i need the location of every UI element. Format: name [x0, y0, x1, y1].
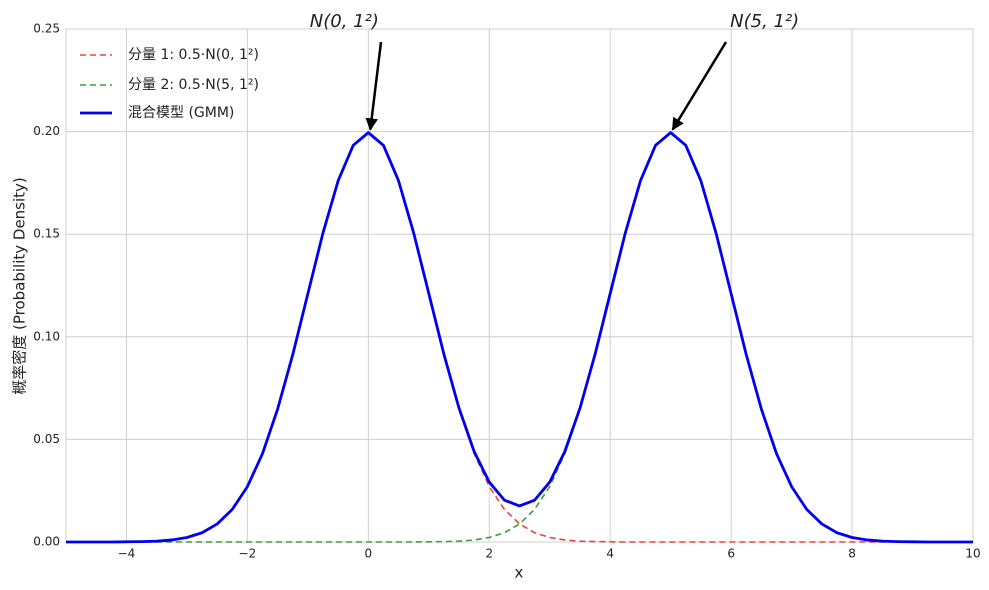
x-tick-label: 8 [848, 547, 856, 561]
x-tick-label: −4 [118, 547, 136, 561]
annotation-arrow [365, 41, 383, 131]
series-line [66, 131, 973, 543]
x-tick-label: 6 [727, 547, 735, 561]
x-tick-label: −2 [239, 547, 257, 561]
x-tick-label: 10 [965, 547, 980, 561]
plot-frame [65, 28, 974, 543]
series-line [66, 131, 973, 544]
y-tick-label: 0.05 [33, 432, 60, 446]
x-tick-label: 0 [365, 547, 373, 561]
y-tick-label: 0.15 [33, 227, 60, 241]
y-tick-label: 0.20 [33, 124, 60, 138]
y-tick-label: 0.25 [33, 22, 60, 36]
x-axis-label: x [515, 564, 524, 582]
annotation-text: N(5, 1²) [730, 11, 799, 32]
legend-label: 分量 1: 0.5·N(0, 1²) [128, 47, 259, 63]
x-tick-label: 2 [485, 547, 493, 561]
y-tick-label: 0.00 [33, 535, 60, 549]
x-tick-label: 4 [606, 547, 614, 561]
y-axis-label: 概率密度 (Probability Density) [11, 177, 29, 395]
legend-label: 混合模型 (GMM) [128, 105, 234, 121]
series-line [66, 131, 973, 543]
annotation-arrow [671, 41, 728, 131]
y-tick-label: 0.10 [33, 329, 60, 343]
legend-label: 分量 2: 0.5·N(5, 1²) [128, 77, 259, 93]
annotation-text: N(0, 1²) [310, 11, 379, 32]
